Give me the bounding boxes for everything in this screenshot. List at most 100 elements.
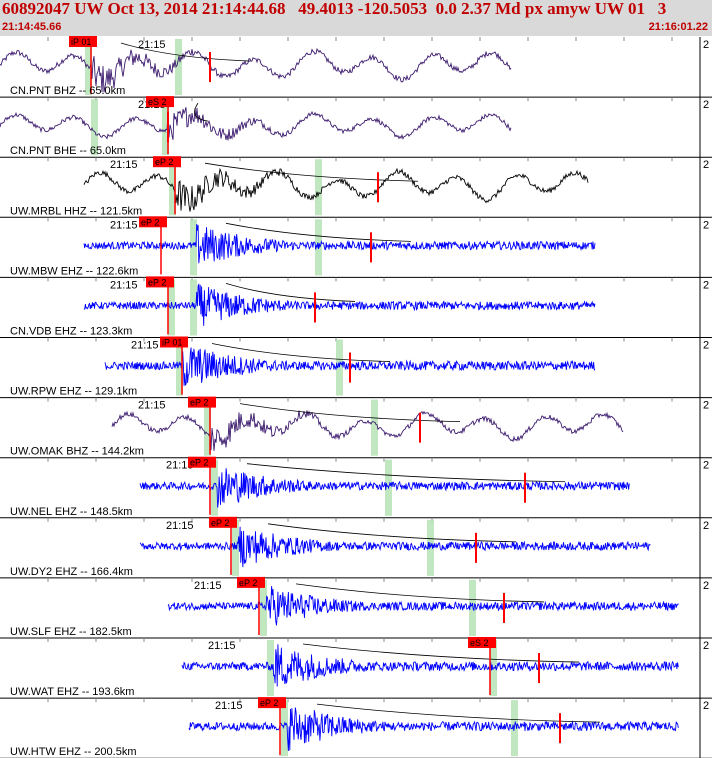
time-tick-label: 21:15 (110, 279, 138, 291)
panel-side-label: 2 (703, 700, 709, 712)
channel-label: UW.HTW EHZ -- 200.5km (10, 746, 137, 758)
pick-label: eP 2 (190, 458, 208, 468)
coda-curve (316, 703, 601, 723)
waveform-trace (0, 48, 512, 93)
pick-label: eP 2 (211, 518, 229, 528)
panel-side-label: 2 (703, 340, 709, 352)
panel-side-label: 2 (703, 39, 709, 51)
panel-side-label: 2 (703, 159, 709, 171)
pick-flag (188, 396, 216, 408)
s-window (336, 339, 343, 396)
panel-side-label: 2 (703, 460, 709, 472)
p-window (204, 399, 211, 456)
waveform-trace (188, 707, 679, 752)
pick-flag (160, 336, 188, 348)
event-header: 60892047 UW Oct 13, 2014 21:14:44.68 49.… (0, 0, 712, 36)
pick-flag (209, 516, 237, 528)
pick-label: eP 2 (239, 578, 257, 588)
s-window (175, 39, 182, 96)
waveform-trace (139, 526, 651, 568)
s-window (427, 519, 434, 576)
pick-flag (153, 156, 181, 168)
coda-curve (267, 523, 517, 543)
pick-label: eP 2 (155, 157, 173, 167)
waveform-trace (111, 409, 624, 451)
coda-curve (246, 463, 566, 483)
waveform-trace (167, 586, 679, 626)
pick-label: eS 2 (470, 638, 489, 648)
panel-side-label: 2 (703, 99, 709, 111)
pick-label: eS 2 (148, 97, 167, 107)
channel-label: CN.VDB EHZ -- 123.3km (10, 326, 132, 338)
s-window (371, 399, 378, 456)
pick-flag (468, 637, 496, 648)
pick-flag (258, 697, 286, 709)
p-window (176, 339, 183, 396)
pick-flag (139, 216, 167, 228)
pick-flag (146, 96, 174, 108)
p-window (162, 99, 169, 156)
p-window (267, 640, 274, 697)
pick-flag (237, 576, 265, 588)
event-title: 60892047 UW Oct 13, 2014 21:14:44.68 49.… (2, 0, 667, 18)
waveform-trace (139, 468, 630, 508)
channel-label: UW.MBW EHZ -- 122.6km (10, 265, 138, 277)
time-tick-label: 21:15 (215, 700, 243, 712)
coda-curve (120, 42, 251, 62)
coda-curve (302, 643, 580, 663)
pick-flag (188, 456, 216, 468)
channel-label: UW.SLF EHZ -- 182.5km (10, 626, 132, 638)
s-window (91, 99, 98, 156)
p-window (169, 159, 176, 216)
pick-flag (69, 36, 97, 47)
coda-curve (211, 343, 391, 362)
channel-label: CN.PNT BHZ -- 65.0km (10, 85, 125, 97)
panel-side-label: 2 (703, 640, 709, 652)
start-timestamp: 21:14:45.66 (2, 21, 62, 33)
time-tick-label: 21:15 (194, 580, 222, 592)
channel-label: UW.NEL EHZ -- 148.5km (10, 506, 132, 518)
channel-label: UW.DY2 EHZ -- 166.4km (10, 566, 133, 578)
waveform-trace (83, 283, 596, 326)
p-window (211, 459, 218, 516)
channel-label: CN.PNT BHE -- 65.0km (10, 145, 126, 157)
s-window (315, 159, 322, 216)
pick-label: eP 2 (141, 217, 159, 227)
time-tick-label: 21:15 (110, 219, 138, 231)
time-tick-label: 21:15 (138, 39, 166, 51)
panel-side-label: 2 (703, 400, 709, 412)
s-window (469, 579, 476, 636)
waveform-trace (181, 644, 679, 687)
panel-side-label: 2 (703, 279, 709, 291)
pick-label: iP 01 (162, 338, 182, 348)
time-tick-label: 21:15 (208, 640, 236, 652)
pick-label: iP 01 (71, 37, 91, 47)
pick-label: eP 2 (148, 277, 166, 287)
channel-label: UW.OMAK BHZ -- 144.2km (10, 446, 144, 458)
pick-label: eP 2 (190, 398, 208, 408)
coda-curve (239, 403, 461, 423)
time-tick-label: 21:15 (166, 520, 194, 532)
waveform-trace (83, 223, 596, 264)
panel-side-label: 2 (703, 580, 709, 592)
time-tick-label: 21:15 (166, 460, 194, 472)
p-window (190, 219, 197, 276)
waveform-trace (83, 167, 589, 212)
s-window (168, 279, 175, 336)
waveform-trace (0, 107, 512, 141)
panel-side-label: 2 (703, 520, 709, 532)
pick-flag (146, 276, 174, 288)
coda-curve (225, 222, 412, 242)
time-tick-label: 21:15 (138, 400, 166, 412)
coda-curve (204, 162, 419, 182)
coda-curve (194, 102, 209, 122)
p-window (281, 700, 288, 757)
channel-label: UW.WAT EHZ -- 193.6km (10, 686, 134, 698)
coda-curve (225, 283, 356, 302)
pick-label: eP 2 (260, 698, 278, 708)
coda-curve (295, 583, 545, 603)
time-tick-label: 21:15 (110, 159, 138, 171)
panel-side-label: 2 (703, 219, 709, 231)
channel-label: UW.RPW EHZ -- 129.1km (10, 386, 137, 398)
